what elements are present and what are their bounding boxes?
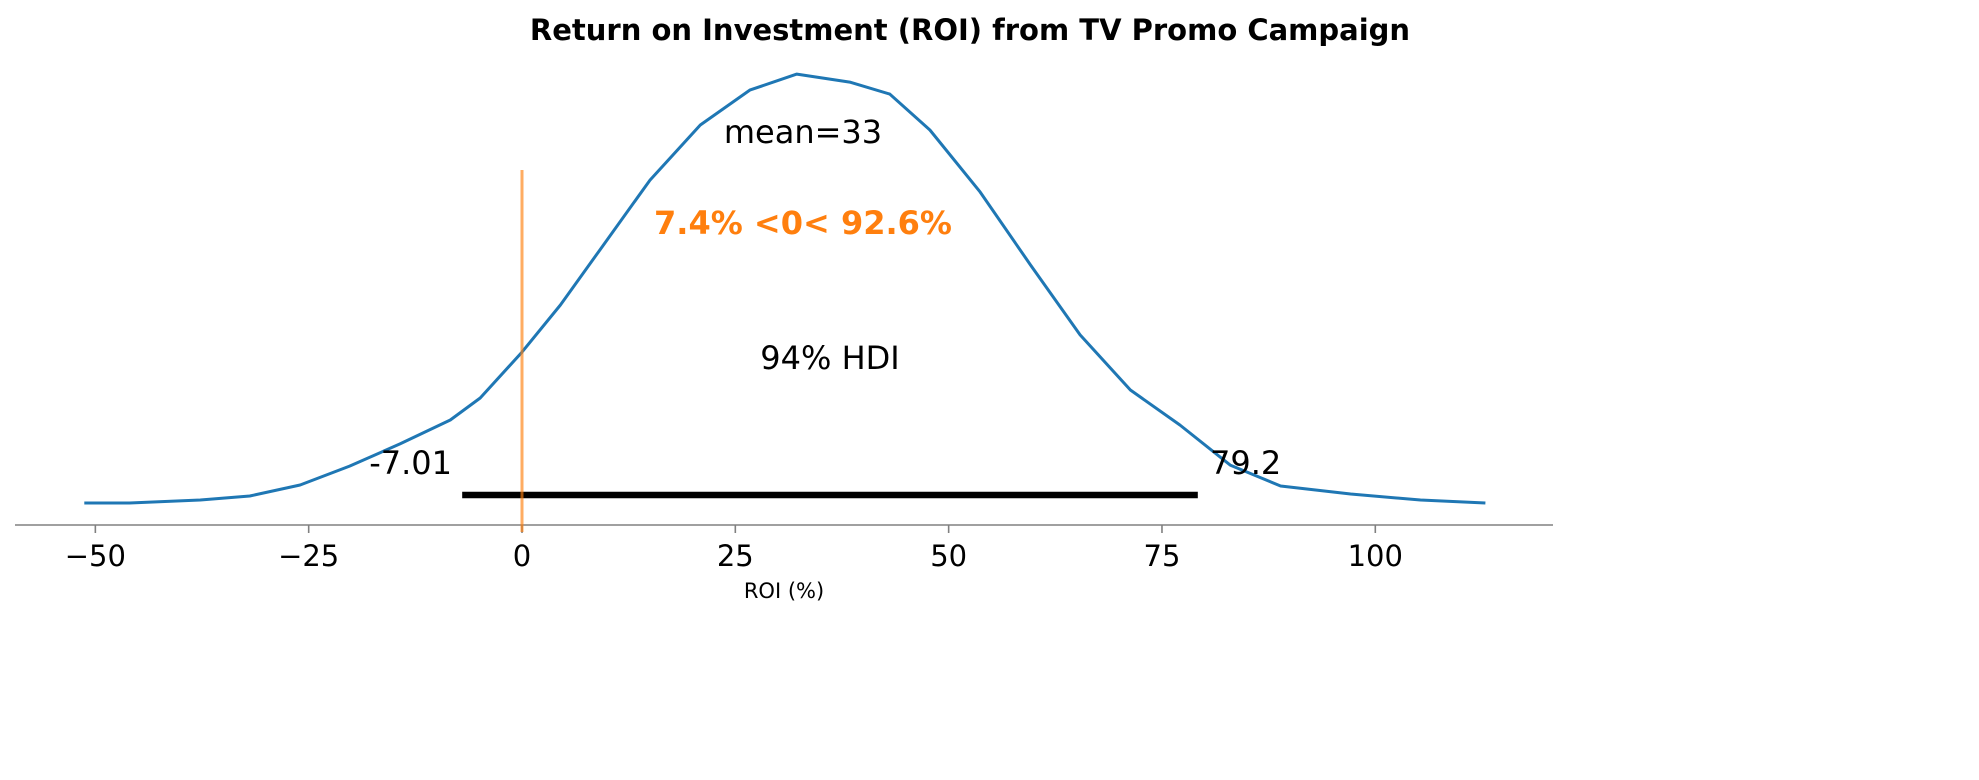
mean-label: mean=33 xyxy=(724,113,882,151)
x-tick-label: 100 xyxy=(1348,539,1403,573)
x-tick-label: 25 xyxy=(717,539,754,573)
x-tick-label: −50 xyxy=(65,539,126,573)
chart-title: Return on Investment (ROI) from TV Promo… xyxy=(530,13,1410,47)
ref-val-label: 7.4% <0< 92.6% xyxy=(654,204,952,242)
x-tick-label: 0 xyxy=(513,539,531,573)
x-axis-label: ROI (%) xyxy=(744,579,824,603)
x-tick-label: 75 xyxy=(1144,539,1181,573)
hdi-label: 94% HDI xyxy=(760,339,899,377)
density-curve xyxy=(84,72,1486,505)
x-tick-label: −25 xyxy=(278,539,339,573)
hdi-low-label: -7.01 xyxy=(369,444,452,482)
hdi-high-label: 79.2 xyxy=(1210,444,1281,482)
x-tick-label: 50 xyxy=(930,539,967,573)
